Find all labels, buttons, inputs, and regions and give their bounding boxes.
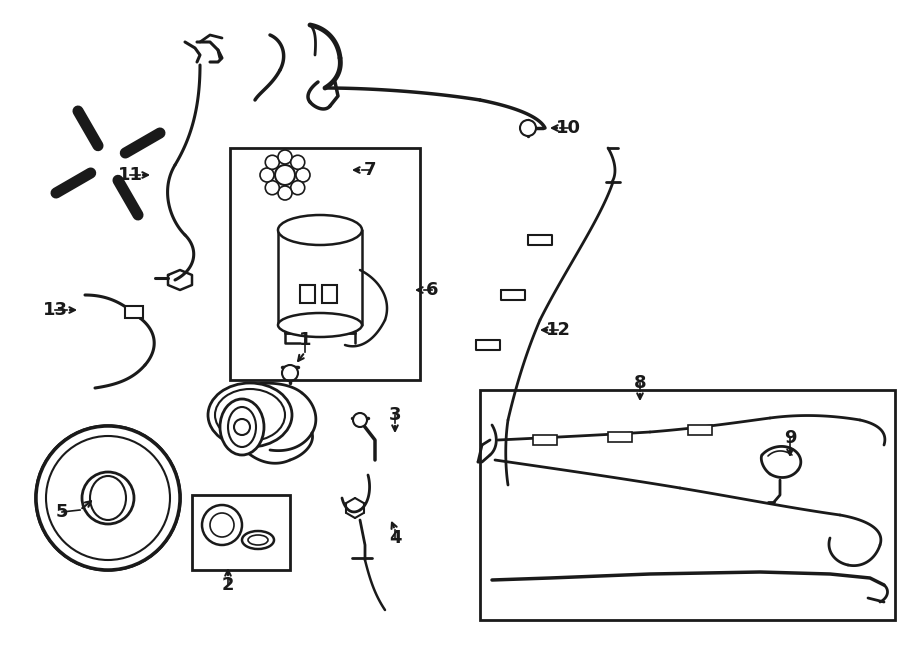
Circle shape (278, 186, 292, 200)
Text: 7: 7 (364, 161, 376, 179)
Text: 6: 6 (426, 281, 438, 299)
Text: 2: 2 (221, 576, 234, 594)
Circle shape (267, 157, 303, 193)
Text: 11: 11 (118, 166, 142, 184)
Circle shape (234, 419, 250, 435)
Circle shape (291, 180, 305, 195)
Circle shape (275, 165, 295, 185)
Bar (480, 390, 895, 620)
Text: 10: 10 (555, 119, 580, 137)
Circle shape (80, 470, 136, 526)
Text: 9: 9 (784, 429, 796, 447)
Bar (533, 435, 557, 445)
Bar (230, 148, 420, 380)
Text: 1: 1 (299, 331, 311, 349)
Circle shape (36, 426, 180, 570)
Circle shape (266, 155, 279, 169)
Bar (125, 306, 143, 318)
Text: 8: 8 (634, 374, 646, 392)
Circle shape (90, 480, 126, 516)
Circle shape (520, 120, 536, 136)
Ellipse shape (208, 383, 292, 447)
Circle shape (282, 365, 298, 381)
Circle shape (266, 180, 279, 195)
Text: 5: 5 (56, 503, 68, 521)
Text: 4: 4 (389, 529, 401, 547)
Ellipse shape (278, 313, 362, 337)
Circle shape (202, 505, 242, 545)
Bar (192, 495, 290, 570)
Circle shape (291, 155, 305, 169)
Ellipse shape (220, 399, 264, 455)
Circle shape (278, 150, 292, 164)
Text: 3: 3 (389, 406, 401, 424)
Circle shape (82, 472, 134, 524)
Bar (688, 425, 712, 435)
Circle shape (36, 426, 180, 570)
Circle shape (46, 436, 170, 560)
Ellipse shape (88, 472, 128, 524)
Bar (300, 285, 315, 303)
Circle shape (296, 168, 310, 182)
Circle shape (46, 436, 170, 560)
Circle shape (210, 513, 234, 537)
Bar (608, 432, 632, 442)
Ellipse shape (278, 215, 362, 245)
Text: 13: 13 (42, 301, 68, 319)
Circle shape (260, 168, 274, 182)
Bar (322, 285, 337, 303)
Ellipse shape (242, 531, 274, 549)
Circle shape (353, 413, 367, 427)
Text: 12: 12 (545, 321, 571, 339)
